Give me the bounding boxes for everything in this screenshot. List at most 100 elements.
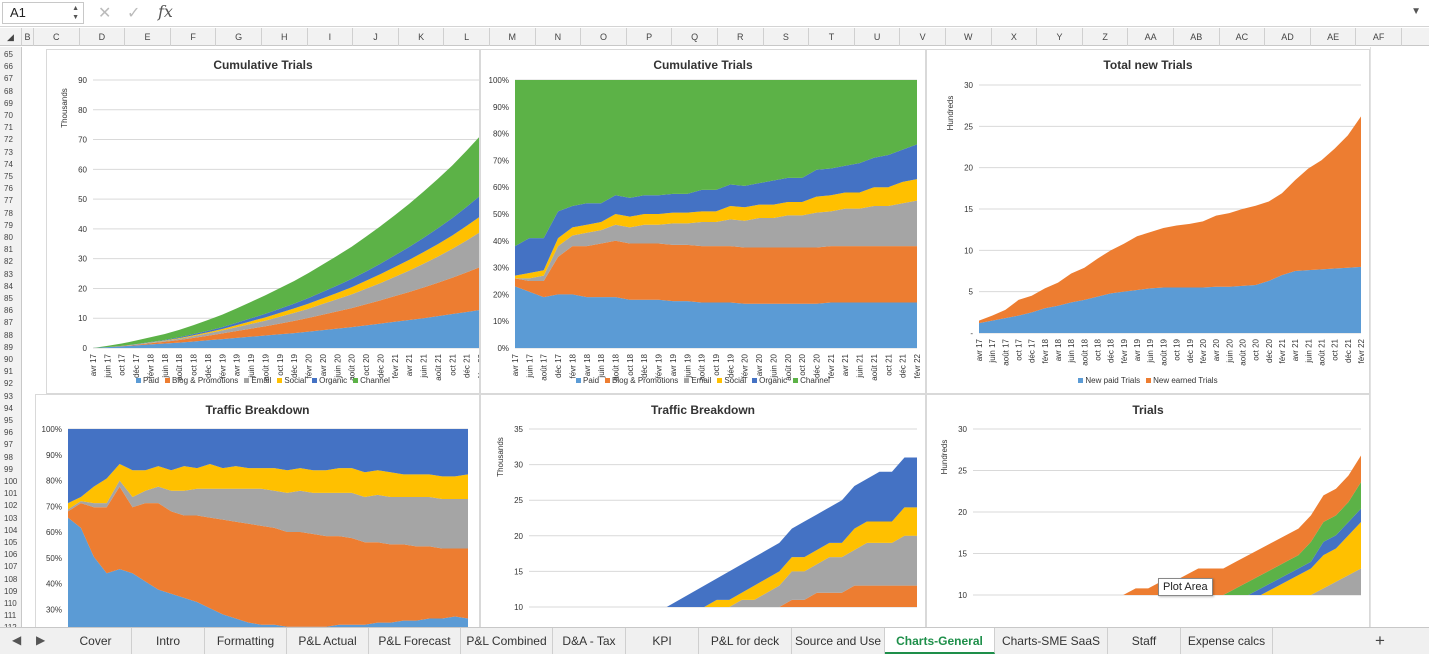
row-header-88[interactable]: 88 — [4, 330, 13, 340]
column-header-r[interactable]: R — [718, 28, 764, 46]
close-icon[interactable]: ✕ — [98, 5, 112, 22]
row-header-110[interactable]: 110 — [4, 599, 17, 608]
row-header-90[interactable]: 90 — [4, 355, 13, 364]
tab-p-l-for-deck[interactable]: P&L for deck — [699, 628, 792, 654]
column-header-u[interactable]: U — [855, 28, 901, 46]
row-header-85[interactable]: 85 — [4, 294, 13, 303]
row-header-81[interactable]: 81 — [4, 245, 13, 255]
row-header-69[interactable]: 69 — [4, 98, 13, 108]
row-header-111[interactable]: 111 — [4, 611, 17, 621]
row-header-75[interactable]: 75 — [4, 172, 13, 181]
tab-cover[interactable]: Cover — [60, 628, 132, 654]
column-header-w[interactable]: W — [946, 28, 992, 46]
tab-scroll-right-icon[interactable]: ▶ — [36, 633, 46, 647]
row-header-65[interactable]: 65 — [4, 50, 13, 59]
row-header-87[interactable]: 87 — [4, 318, 13, 328]
row-header-68[interactable]: 68 — [4, 86, 13, 96]
column-header-p[interactable]: P — [627, 28, 673, 46]
row-header-83[interactable]: 83 — [4, 269, 13, 279]
column-header-g[interactable]: G — [216, 28, 262, 46]
row-header-71[interactable]: 71 — [4, 123, 13, 133]
row-header-92[interactable]: 92 — [4, 379, 13, 389]
tab-staff[interactable]: Staff — [1108, 628, 1181, 654]
chart-traffic-breakdown[interactable]: Traffic Breakdown 10 15 20 25 30 35 Thousands — [480, 394, 926, 627]
series-area-email[interactable] — [515, 200, 917, 281]
series-area-email[interactable] — [93, 232, 480, 348]
row-header-107[interactable]: 107 — [4, 562, 18, 572]
row-header-98[interactable]: 98 — [4, 452, 13, 462]
row-header-76[interactable]: 76 — [4, 184, 13, 194]
formula-input[interactable] — [184, 3, 1409, 23]
column-header-e[interactable]: E — [125, 28, 171, 46]
series-area-paid[interactable] — [93, 310, 480, 348]
select-all-corner[interactable]: ◢ — [0, 28, 22, 46]
series-area-paid[interactable] — [973, 568, 1361, 595]
tab-charts-general[interactable]: Charts-General — [885, 628, 995, 654]
tab-p-l-actual[interactable]: P&L Actual — [287, 628, 369, 654]
check-icon[interactable]: ✓ — [127, 5, 141, 22]
chart-cumulative-trials[interactable]: Cumulative Trials 0 10 20 30 40 50 60 70 80 90 Tho… — [46, 49, 480, 394]
column-header-f[interactable]: F — [171, 28, 217, 46]
series-area-social[interactable] — [515, 179, 917, 279]
tab-source-and-use[interactable]: Source and Use — [792, 628, 885, 654]
series-area-channel[interactable] — [93, 135, 480, 348]
series-area-organic[interactable] — [529, 457, 917, 607]
series-area-new-paid-trials[interactable] — [979, 266, 1361, 333]
row-header-99[interactable]: 99 — [4, 464, 13, 474]
column-header-c[interactable]: C — [34, 28, 80, 46]
tab-charts-sme-saas[interactable]: Charts-SME SaaS — [995, 628, 1108, 654]
chart-traffic-breakdown-percent[interactable]: Traffic Breakdown 20%30%40%50%60%70%80%9… — [35, 394, 480, 627]
series-area-blog-promotions[interactable] — [68, 486, 468, 627]
row-header-103[interactable]: 103 — [4, 513, 18, 523]
column-header-b[interactable]: B — [22, 28, 34, 46]
column-header-ae[interactable]: AE — [1311, 28, 1357, 46]
column-header-k[interactable]: K — [399, 28, 445, 46]
row-header-94[interactable]: 94 — [4, 403, 13, 413]
tab-kpi[interactable]: KPI — [626, 628, 699, 654]
column-header-m[interactable]: M — [490, 28, 536, 46]
series-area-social[interactable] — [68, 464, 468, 510]
tab-intro[interactable]: Intro — [132, 628, 205, 654]
column-header-ac[interactable]: AC — [1220, 28, 1266, 46]
row-header-100[interactable]: 100 — [4, 477, 18, 486]
chart-total-new-trials[interactable]: Total new Trials - 5 10 15 20 25 30 Hundreds avr… — [926, 49, 1370, 394]
series-area-blog-promotions[interactable] — [515, 240, 917, 304]
column-header-j[interactable]: J — [353, 28, 399, 46]
column-header-ab[interactable]: AB — [1174, 28, 1220, 46]
series-area-paid[interactable] — [515, 286, 917, 348]
column-header-o[interactable]: O — [581, 28, 627, 46]
row-header-102[interactable]: 102 — [4, 501, 18, 511]
empty-cells[interactable] — [1370, 47, 1429, 627]
chart-cumulative-trials-percent[interactable]: Cumulative Trials 0% 10% 20% 30% 40% 50% 60% 70… — [480, 49, 926, 394]
row-header-89[interactable]: 89 — [4, 342, 13, 352]
column-header-i[interactable]: I — [308, 28, 354, 46]
row-header-80[interactable]: 80 — [4, 233, 13, 242]
column-header-n[interactable]: N — [536, 28, 582, 46]
tab-expense-calcs[interactable]: Expense calcs — [1181, 628, 1273, 654]
row-header-77[interactable]: 77 — [4, 196, 13, 206]
add-sheet-button[interactable]: + — [1375, 631, 1385, 650]
row-header-109[interactable]: 109 — [4, 586, 18, 596]
row-header-104[interactable]: 104 — [4, 525, 18, 535]
column-header-v[interactable]: V — [900, 28, 946, 46]
column-header-z[interactable]: Z — [1083, 28, 1129, 46]
name-box-stepper-icon[interactable]: ▲ ▼ — [72, 5, 79, 21]
column-header-x[interactable]: X — [992, 28, 1038, 46]
row-header-66[interactable]: 66 — [4, 62, 13, 72]
row-header-91[interactable]: 91 — [4, 367, 13, 377]
row-header-78[interactable]: 78 — [4, 208, 13, 218]
column-header-h[interactable]: H — [262, 28, 308, 46]
row-header-105[interactable]: 105 — [4, 538, 18, 547]
column-header-aa[interactable]: AA — [1128, 28, 1174, 46]
row-header-79[interactable]: 79 — [4, 220, 13, 230]
row-header-67[interactable]: 67 — [4, 74, 13, 84]
row-header-70[interactable]: 70 — [4, 111, 13, 120]
series-area-organic[interactable] — [515, 144, 917, 276]
row-header-84[interactable]: 84 — [4, 281, 13, 291]
function-icon[interactable]: fx — [158, 2, 173, 21]
series-area-social[interactable] — [973, 521, 1361, 595]
row-header-73[interactable]: 73 — [4, 147, 13, 157]
series-area-blog-promotions[interactable] — [973, 455, 1361, 595]
series-area-paid[interactable] — [68, 517, 468, 627]
row-header-106[interactable]: 106 — [4, 550, 18, 560]
